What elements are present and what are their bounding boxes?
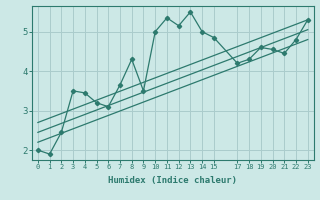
X-axis label: Humidex (Indice chaleur): Humidex (Indice chaleur): [108, 176, 237, 185]
